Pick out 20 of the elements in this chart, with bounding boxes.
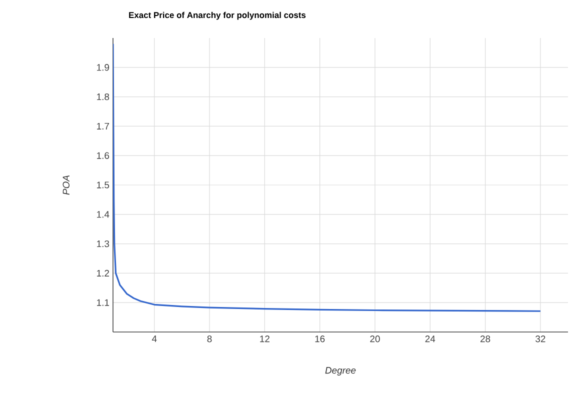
y-tick-label: 1.6 xyxy=(97,152,110,159)
y-axis-title: POA xyxy=(62,176,70,195)
x-tick-label: 12 xyxy=(260,336,270,342)
y-tick-label: 1.3 xyxy=(97,240,110,248)
y-tick-label: 1.8 xyxy=(97,93,110,100)
y-tick-label: 1.7 xyxy=(97,122,110,130)
y-tick-label: 1.1 xyxy=(97,299,110,306)
x-tick-label: 32 xyxy=(536,336,546,342)
x-tick-label: 16 xyxy=(315,336,325,342)
y-tick-label: 1.5 xyxy=(97,182,110,188)
chart-title: Exact Price of Anarchy for polynomial costs xyxy=(129,12,306,20)
y-tick-label: 1.9 xyxy=(97,64,110,71)
x-tick-label: 24 xyxy=(425,336,436,342)
x-tick-label: 28 xyxy=(480,336,490,342)
y-tick-label: 1.4 xyxy=(97,211,110,218)
x-tick-label: 20 xyxy=(370,336,380,342)
y-tick-label: 1.2 xyxy=(97,270,110,277)
x-tick-label: 8 xyxy=(207,336,212,342)
x-tick-label: 4 xyxy=(152,336,157,342)
x-axis-title: Degree xyxy=(325,367,356,376)
